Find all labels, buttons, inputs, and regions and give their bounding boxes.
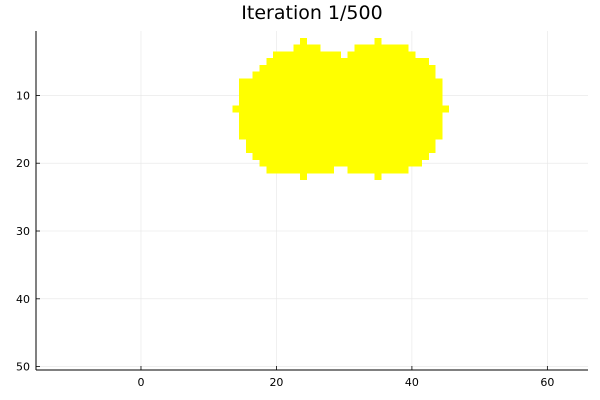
heatmap-cell	[347, 166, 409, 174]
y-tick-label: 40	[16, 293, 30, 306]
y-tick-label: 20	[16, 157, 30, 170]
chart-title: Iteration 1/500	[241, 2, 382, 24]
heatmap-cell	[245, 139, 436, 147]
heatmap-cell	[354, 44, 409, 52]
x-tick-label: 60	[540, 376, 554, 389]
heatmap-cell	[266, 58, 429, 65]
heatmap-cell	[252, 71, 436, 79]
heatmap-cells	[232, 37, 450, 181]
axes	[35, 31, 588, 371]
x-tick-labels: 0 20 40 60	[137, 376, 554, 389]
heatmap-cell	[232, 105, 450, 113]
x-tick-label: 40	[405, 376, 419, 389]
heatmap-cell	[239, 112, 443, 120]
heatmap-cell	[239, 85, 443, 93]
heatmap-cell	[300, 37, 307, 45]
heatmap-cell	[347, 51, 416, 59]
y-tick-label: 50	[16, 361, 30, 374]
heatmap-cell	[374, 173, 382, 181]
y-tick-label: 10	[16, 89, 30, 102]
heatmap-cell	[259, 159, 423, 167]
heatmap-cell	[273, 51, 341, 59]
heatmap-cell	[252, 153, 429, 160]
heatmap-cell	[239, 125, 443, 133]
heatmap-cell	[239, 92, 443, 99]
heatmap-cell	[259, 64, 436, 72]
y-tick-labels: 10 20 30 40 50	[16, 89, 30, 373]
heatmap-cell	[239, 132, 443, 140]
heatmap-cell	[293, 44, 321, 52]
heatmap-cell	[239, 98, 443, 106]
heatmap-cell	[239, 119, 443, 126]
heatmap-cell	[245, 146, 436, 154]
heatmap-cell	[300, 173, 307, 181]
heatmap-cell	[374, 37, 382, 45]
heatmap-cell	[266, 166, 335, 174]
x-tick-label: 20	[269, 376, 283, 389]
heatmap-cell	[239, 78, 443, 86]
y-tick-label: 30	[16, 225, 30, 238]
x-tick-label: 0	[137, 376, 144, 389]
